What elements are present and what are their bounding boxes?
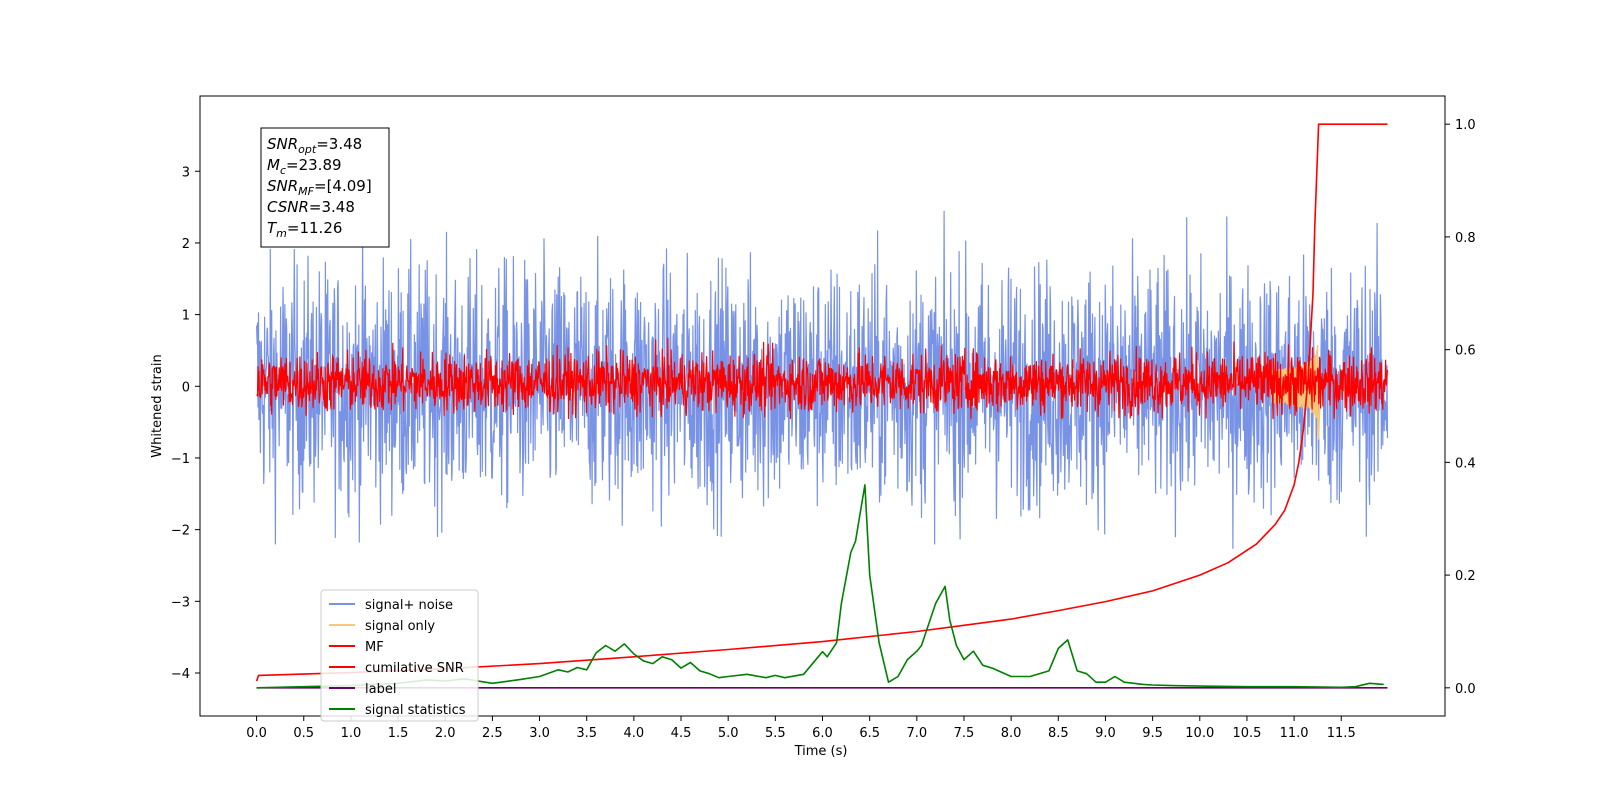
y-tick-label: −2 <box>171 524 190 539</box>
x-tick-label: 7.5 <box>954 726 975 741</box>
info-line: SNRopt=3.48 <box>267 135 362 156</box>
info-box-frame <box>260 127 390 248</box>
x-tick-label: 6.5 <box>859 726 880 741</box>
series-layer <box>255 123 1389 689</box>
info-line: CSNR=3.48 <box>267 198 355 216</box>
y-tick-label: −3 <box>171 595 190 610</box>
y-tick-label: −4 <box>171 667 190 682</box>
y-tick-label: 3 <box>182 165 190 180</box>
x-tick-label: 1.5 <box>388 726 409 741</box>
legend-label: signal only <box>365 619 435 634</box>
x-tick-label: 0.5 <box>293 726 314 741</box>
info-line: SNRMF=[4.09] <box>267 177 372 198</box>
x-tick-label: 8.0 <box>1001 726 1022 741</box>
y2-tick-label: 0.4 <box>1455 456 1476 471</box>
y-tick-label: 0 <box>182 380 190 395</box>
x-tick-label: 9.5 <box>1142 726 1163 741</box>
y2-tick-label: 0.2 <box>1455 569 1476 584</box>
series-line-5 <box>256 484 1384 689</box>
x-tick-label: 3.0 <box>529 726 550 741</box>
x-tick-label: 4.0 <box>624 726 645 741</box>
x-tick-label: 2.5 <box>482 726 503 741</box>
x-tick-label: 10.5 <box>1232 726 1261 741</box>
x-tick-label: 9.0 <box>1095 726 1116 741</box>
info-line: Tm=11.26 <box>267 219 342 240</box>
x-tick-label: 5.5 <box>765 726 786 741</box>
y-tick-label: 1 <box>182 309 190 324</box>
x-tick-label: 5.0 <box>718 726 739 741</box>
y2-tick-label: 0.8 <box>1455 231 1476 246</box>
x-ticks: 0.0 0.5 1.0 1.5 2.0 2.5 3.0 3.5 4.0 4.5 5.0 5.5 6.0 6… <box>246 716 1356 741</box>
info-line: Mc=23.89 <box>267 156 342 177</box>
legend-frame <box>320 589 479 722</box>
legend-label: label <box>365 682 396 697</box>
y2-tick-label: 1.0 <box>1455 118 1476 133</box>
legend-label: signal statistics <box>365 703 466 718</box>
info-box: SNRopt=3.48Mc=23.89SNRMF=[4.09]CSNR=3.48… <box>260 127 390 248</box>
legend: signal+ noise signal only MF cumilative SNR… <box>320 589 479 722</box>
y2-tick-label: 0.0 <box>1455 682 1476 697</box>
x-tick-label: 4.5 <box>671 726 692 741</box>
x-tick-label: 2.0 <box>435 726 456 741</box>
x-axis-label: Time (s) <box>794 744 848 759</box>
legend-label: MF <box>365 640 384 655</box>
x-tick-label: 11.0 <box>1280 726 1309 741</box>
legend-label: signal+ noise <box>365 598 453 613</box>
series-line-2 <box>256 337 1389 420</box>
x-tick-label: 8.5 <box>1048 726 1069 741</box>
y2-ticks: 1.0 0.8 0.6 0.4 0.2 0.0 <box>1445 118 1476 697</box>
y-ticks: 3 2 1 0 −1 −2 −3 −4 <box>171 165 200 682</box>
y-axis-label: Whitened strain <box>150 354 165 457</box>
y2-tick-label: 0.6 <box>1455 344 1476 359</box>
y-tick-label: −1 <box>171 452 190 467</box>
x-tick-label: 10.0 <box>1185 726 1214 741</box>
x-tick-label: 1.0 <box>341 726 362 741</box>
x-tick-label: 0.0 <box>246 726 267 741</box>
legend-label: cumilative SNR <box>365 661 464 676</box>
series-line-3 <box>255 123 1388 682</box>
y-tick-label: 2 <box>182 237 190 252</box>
x-tick-label: 3.5 <box>576 726 597 741</box>
x-tick-label: 11.5 <box>1327 726 1356 741</box>
x-tick-label: 7.0 <box>906 726 927 741</box>
x-tick-label: 6.0 <box>812 726 833 741</box>
